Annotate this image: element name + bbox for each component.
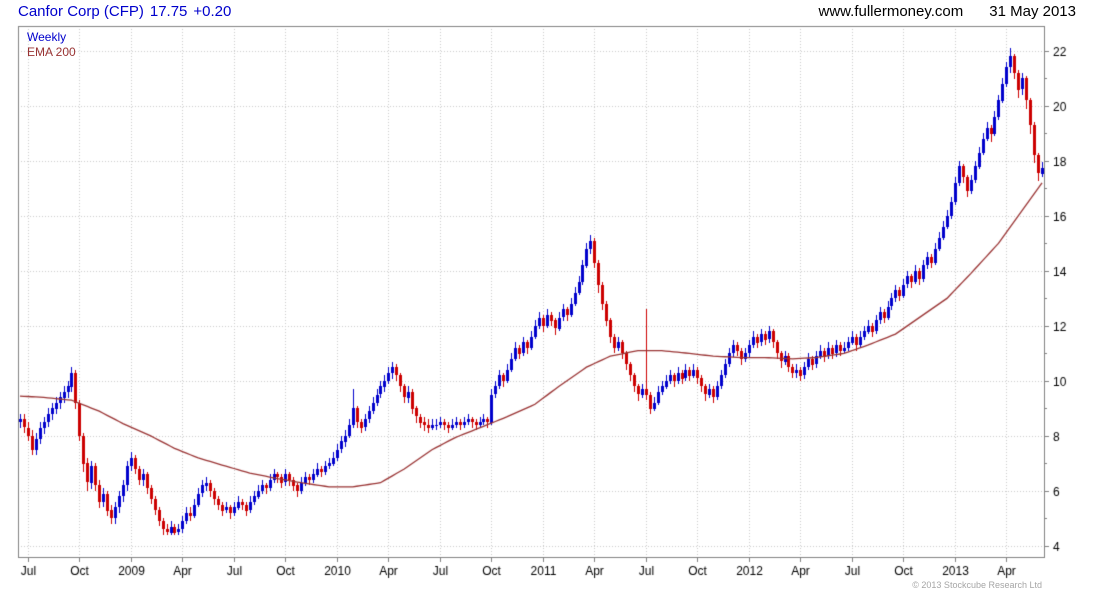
- legend-ema-label: EMA 200: [27, 45, 76, 59]
- chart-date: 31 May 2013: [989, 3, 1076, 20]
- source-url[interactable]: www.fullermoney.com: [818, 3, 964, 20]
- price-change: +0.20: [193, 3, 232, 20]
- chart-legend: Weekly EMA 200: [27, 30, 76, 60]
- last-price: 17.75: [149, 3, 188, 20]
- legend-weekly-label: Weekly: [27, 30, 67, 44]
- header-right: www.fullermoney.com 31 May 2013: [819, 3, 1077, 20]
- instrument-title: Canfor Corp (CFP) 17.75 +0.20: [18, 3, 237, 20]
- instrument-name: Canfor Corp (CFP): [18, 3, 144, 20]
- chart-header: Canfor Corp (CFP) 17.75 +0.20 www.fullermo…: [0, 0, 1100, 24]
- copyright-notice: © 2013 Stockcube Research Ltd: [912, 580, 1042, 590]
